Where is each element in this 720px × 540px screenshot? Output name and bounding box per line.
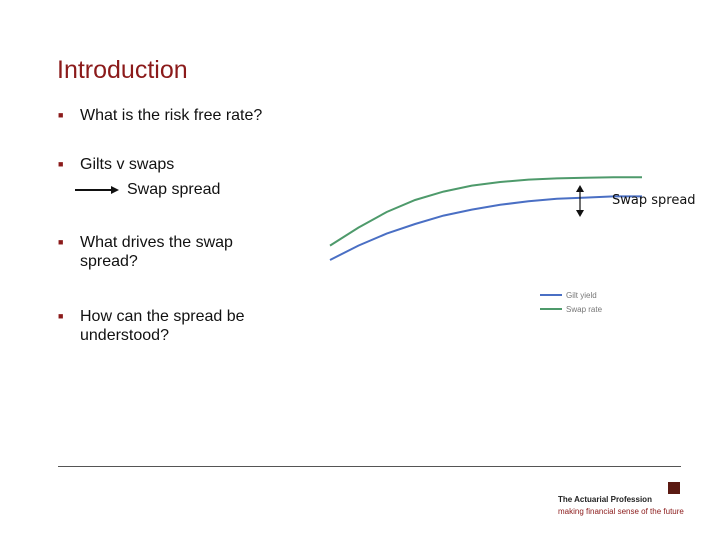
org-name: The Actuarial Profession (558, 495, 652, 504)
series-line-swap (329, 176, 642, 247)
spread-annotation: Swap spread (612, 193, 696, 208)
series-line-gilt (329, 195, 642, 261)
chart-legend: Gilt yield Swap rate (540, 287, 612, 317)
sub-item-text: Swap spread (127, 181, 221, 198)
bullet-text: What is the risk free rate? (80, 107, 263, 124)
bullet-item: ■ What drives the swap spread? (58, 233, 280, 271)
bullet-item: ■ What is the risk free rate? (58, 106, 280, 125)
bullet-text: How can the spread be understood? (80, 308, 245, 344)
bullet-text: What drives the swap spread? (80, 234, 233, 270)
bullet-text: Gilts v swaps (80, 156, 175, 173)
arrow-right-icon (75, 186, 119, 194)
footer-divider (58, 466, 681, 467)
legend-swatch (540, 308, 562, 310)
spread-arrow-icon (576, 185, 584, 217)
sub-item: Swap spread (75, 181, 220, 199)
spread-chart (320, 170, 710, 330)
legend-item: Swap rate (540, 303, 612, 315)
slide-title: Introduction (57, 56, 188, 84)
bullet-marker-icon: ■ (58, 110, 64, 120)
bullet-item: ■ Gilts v swaps (58, 155, 280, 174)
legend-item: Gilt yield (540, 289, 612, 301)
legend-label: Swap rate (566, 304, 603, 314)
legend-label: Gilt yield (566, 290, 597, 300)
legend-swatch (540, 294, 562, 296)
bullet-marker-icon: ■ (58, 237, 64, 247)
org-tagline: making financial sense of the future (558, 507, 684, 516)
logo-square-icon (668, 482, 680, 494)
bullet-item: ■ How can the spread be understood? (58, 307, 280, 345)
bullet-marker-icon: ■ (58, 311, 64, 321)
bullet-marker-icon: ■ (58, 159, 64, 169)
chart-svg (329, 176, 642, 261)
